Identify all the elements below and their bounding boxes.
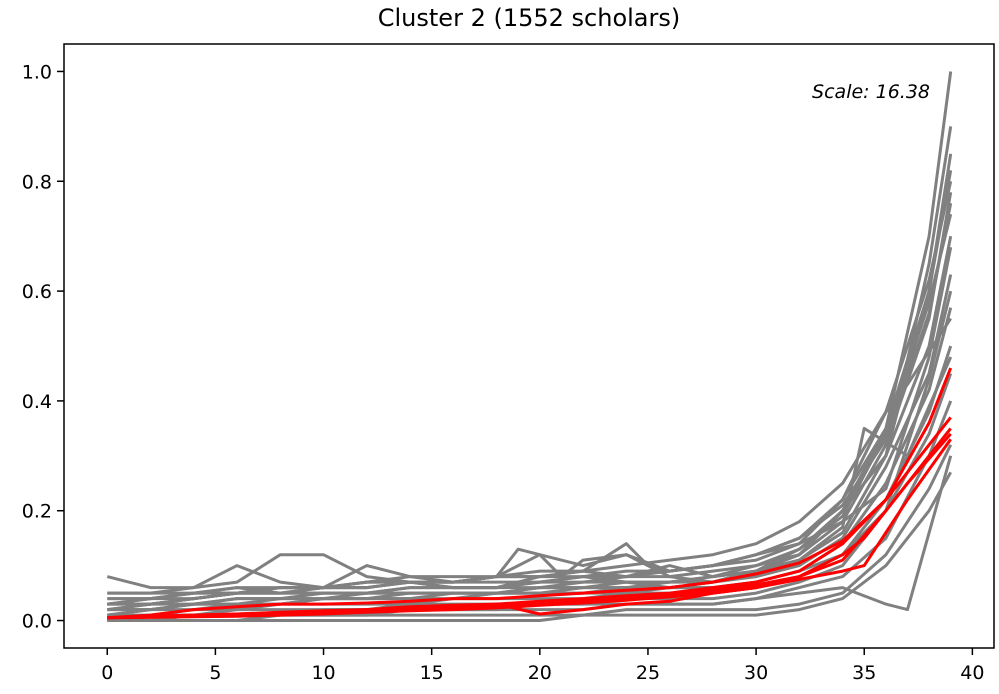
- series-line-red-4: [107, 427, 952, 620]
- y-tick-label: 0.2: [22, 501, 52, 523]
- x-tick-label: 20: [528, 662, 552, 684]
- series-line-red-3: [107, 438, 952, 620]
- series-line-gray-17: [107, 356, 953, 612]
- x-tick-label: 35: [852, 662, 876, 684]
- x-tick-label: 5: [209, 662, 221, 684]
- series-line-gray-14: [107, 246, 953, 595]
- x-tick-label: 10: [311, 662, 335, 684]
- chart-title: Cluster 2 (1552 scholars): [378, 4, 680, 32]
- series-line-gray-11: [107, 471, 953, 622]
- x-tick-label: 25: [636, 662, 660, 684]
- y-tick-label: 1.0: [22, 61, 52, 83]
- y-tick-label: 0.0: [22, 611, 52, 633]
- series-line-red-0: [107, 367, 953, 620]
- y-tick-label: 0.8: [22, 171, 52, 193]
- plot-frame: [63, 43, 995, 649]
- series-line-gray-20: [107, 202, 953, 606]
- x-tick-label: 15: [420, 662, 444, 684]
- scale-annotation: Scale: 16.38: [812, 81, 930, 103]
- x-tick-label: 40: [960, 662, 984, 684]
- x-tick-label: 0: [101, 662, 113, 684]
- series-layer: [106, 71, 953, 622]
- axis-layer: 0 5 10 15 20 25 30 35 40 0.0 0.2 0.4 0.6 0.8 1.0: [22, 61, 985, 684]
- x-tick-label: 30: [744, 662, 768, 684]
- y-tick-label: 0.6: [22, 281, 52, 303]
- y-tick-label: 0.4: [22, 391, 52, 413]
